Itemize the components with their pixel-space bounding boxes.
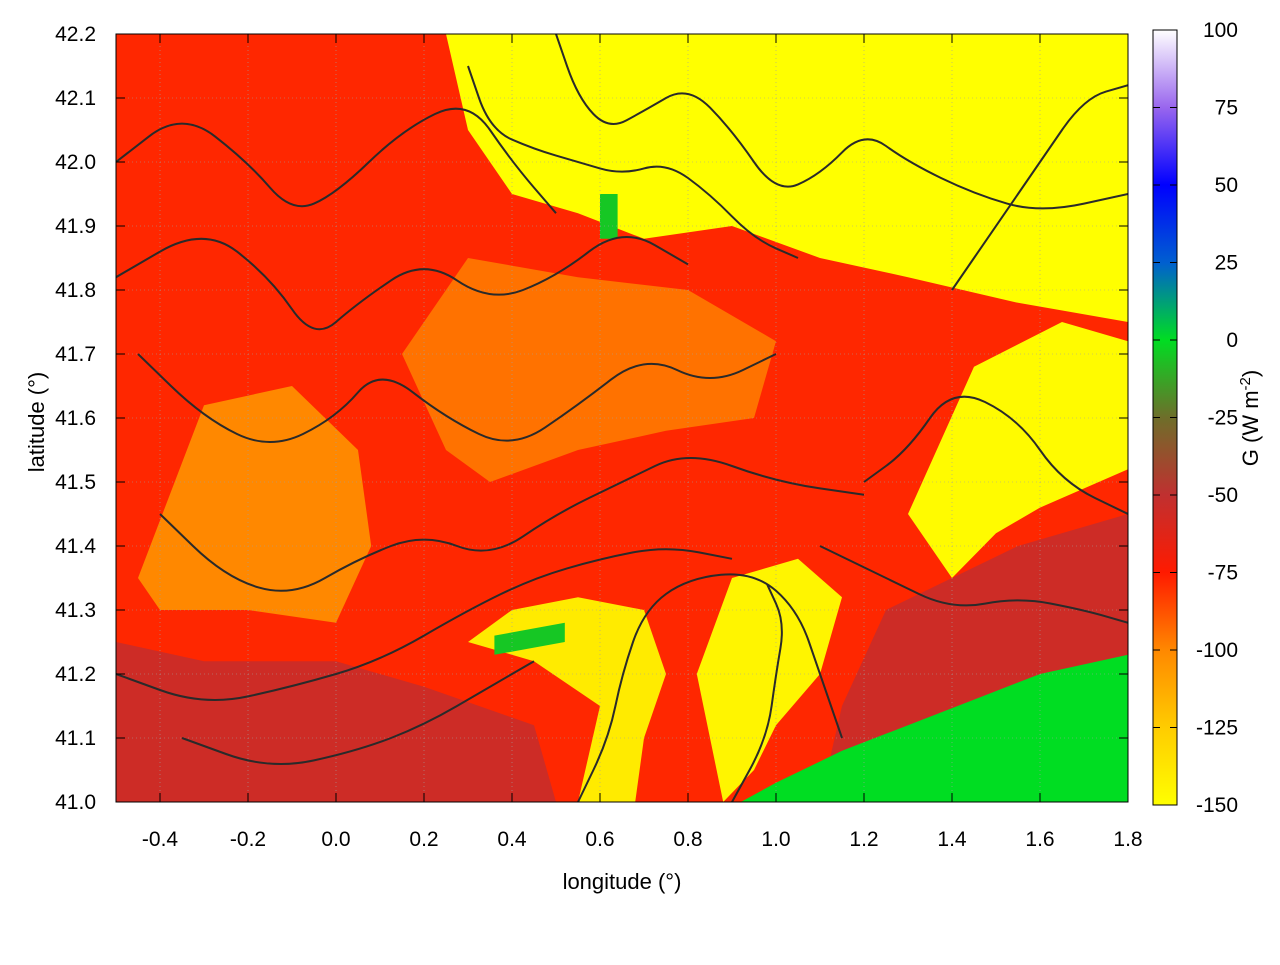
y-tick-label: 41.1 bbox=[55, 727, 96, 750]
heatmap-region-sea-green bbox=[740, 654, 1128, 802]
heatmap-region-east-mid-yellow bbox=[908, 322, 1128, 578]
axes-layer: -0.4 -0.2 0.0 0.2 0.4 0.6 0.8 1.0 1.2 1.4 1.6 1.8 41… bbox=[55, 23, 1142, 851]
y-tick-label: 41.5 bbox=[55, 471, 96, 494]
colorbar-tick-label: 50 bbox=[1215, 174, 1238, 197]
heatmap-region-central-south-yellow bbox=[696, 558, 842, 802]
y-tick-label: 41.9 bbox=[55, 215, 96, 238]
colorbar-tick-label: -150 bbox=[1196, 794, 1238, 817]
x-axis-label: longitude (°) bbox=[563, 869, 682, 894]
colorbar-tick-label: 100 bbox=[1203, 19, 1238, 42]
colorbar-tick-label: 25 bbox=[1215, 252, 1238, 275]
y-tick-label: 41.3 bbox=[55, 599, 96, 622]
contour-line bbox=[863, 395, 1128, 515]
x-tick-label: 1.2 bbox=[849, 828, 878, 851]
contour-line bbox=[467, 65, 799, 259]
contour-line bbox=[116, 235, 689, 331]
y-tick-label: 41.4 bbox=[55, 535, 96, 558]
grid-layer bbox=[116, 34, 1128, 802]
colorbar-tick-label: -75 bbox=[1208, 562, 1238, 585]
contour-line bbox=[577, 573, 843, 802]
x-tick-label: 1.8 bbox=[1113, 828, 1142, 851]
colorbar-tick-label: -100 bbox=[1196, 639, 1238, 662]
contour-line bbox=[731, 583, 783, 802]
x-tick-label: 1.6 bbox=[1025, 828, 1054, 851]
colorbar-tick-label: -50 bbox=[1208, 484, 1238, 507]
x-tick-label: 1.0 bbox=[761, 828, 790, 851]
y-tick-label: 41.7 bbox=[55, 343, 96, 366]
x-tick-label: 1.4 bbox=[937, 828, 967, 851]
y-axis-label: latitude (°) bbox=[24, 372, 49, 473]
heatmap-region-north-east-yellow bbox=[446, 34, 1128, 322]
contour-line bbox=[951, 84, 1128, 291]
x-tick-label: 0.4 bbox=[497, 828, 527, 851]
colorbar-tick-label: 75 bbox=[1215, 97, 1238, 120]
y-tick-label: 41.8 bbox=[55, 279, 96, 302]
x-tick-label: 0.6 bbox=[585, 828, 614, 851]
contour-line bbox=[181, 660, 535, 765]
contour-line bbox=[159, 457, 865, 592]
contour-line bbox=[819, 545, 1128, 624]
colorbar-tick-label: -125 bbox=[1196, 717, 1238, 740]
colorbar-label-end: ) bbox=[1238, 370, 1263, 377]
heatmap-region-central-orange bbox=[402, 258, 776, 482]
colorbar-tick-label: -25 bbox=[1208, 407, 1238, 430]
heatmap-region-north-green-patch bbox=[600, 194, 618, 239]
colorbar-tick-label: 0 bbox=[1226, 329, 1238, 352]
contour-line bbox=[116, 548, 733, 701]
y-tick-label: 41.6 bbox=[55, 407, 96, 430]
colorbar-label: G (W m-2) bbox=[1237, 370, 1263, 466]
y-tick-label: 41.0 bbox=[55, 791, 96, 814]
colorbar-label-sup: -2 bbox=[1237, 377, 1254, 390]
contour-line bbox=[116, 107, 557, 214]
contour-layer bbox=[116, 34, 1128, 802]
heatmap-region-west-orange bbox=[138, 386, 372, 623]
y-tick-label: 42.1 bbox=[55, 87, 96, 110]
colorbar: 100 75 50 25 0 -25 -50 -75 -100 -125 -150 bbox=[1152, 19, 1238, 817]
y-tick-label: 42.0 bbox=[55, 151, 96, 174]
y-tick-label: 41.2 bbox=[55, 663, 96, 686]
y-tick-label: 42.2 bbox=[55, 23, 96, 46]
x-tick-label: 0.2 bbox=[409, 828, 438, 851]
colorbar-label-main: G (W m bbox=[1238, 390, 1263, 466]
x-tick-label: 0.0 bbox=[321, 828, 350, 851]
contour-line bbox=[137, 353, 777, 443]
x-tick-label: 0.8 bbox=[673, 828, 702, 851]
x-tick-label: -0.4 bbox=[142, 828, 179, 851]
x-tick-label: -0.2 bbox=[230, 828, 266, 851]
contour-line bbox=[555, 34, 1128, 210]
